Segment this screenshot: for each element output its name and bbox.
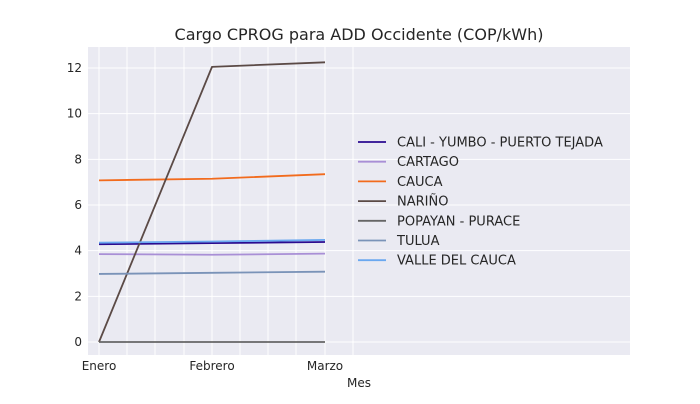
x-axis-label: Mes (347, 376, 371, 390)
y-tick-label: 4 (74, 244, 82, 258)
legend-entry: TULUA (396, 234, 440, 249)
legend-entry: NARIÑO (397, 194, 448, 210)
series-line (98, 173, 326, 182)
y-tick-label: 0 (74, 335, 82, 349)
series-line (98, 241, 326, 246)
y-tick-label: 10 (67, 107, 82, 121)
legend-entry: CAUCA (397, 175, 443, 190)
legend-entry: CALI - YUMBO - PUERTO TEJADA (397, 136, 603, 151)
y-tick-labels: 0 2 4 6 8 10 12 (67, 61, 82, 349)
series-line (98, 252, 326, 256)
y-tick-label: 2 (74, 289, 82, 303)
x-tick-labels: Enero Febrero Marzo (82, 359, 343, 373)
series-line (98, 61, 326, 343)
legend-entry: VALLE DEL CAUCA (397, 254, 516, 269)
x-tick-label: Enero (82, 359, 117, 373)
x-tick-label: Febrero (189, 359, 234, 373)
series-lines (98, 61, 326, 343)
legend: CALI - YUMBO - PUERTO TEJADA CARTAGO CAUCA… (358, 136, 603, 269)
y-tick-label: 6 (74, 198, 82, 212)
series-line (98, 239, 326, 244)
grid-lines (88, 47, 630, 355)
chart-title: Cargo CPROG para ADD Occidente (COP/kWh) (175, 25, 544, 44)
series-line (98, 270, 326, 275)
y-tick-label: 8 (74, 152, 82, 166)
y-tick-label: 12 (67, 61, 82, 75)
x-tick-label: Marzo (307, 359, 343, 373)
legend-entry: CARTAGO (397, 155, 459, 170)
legend-entry: POPAYAN - PURACE (397, 214, 520, 229)
